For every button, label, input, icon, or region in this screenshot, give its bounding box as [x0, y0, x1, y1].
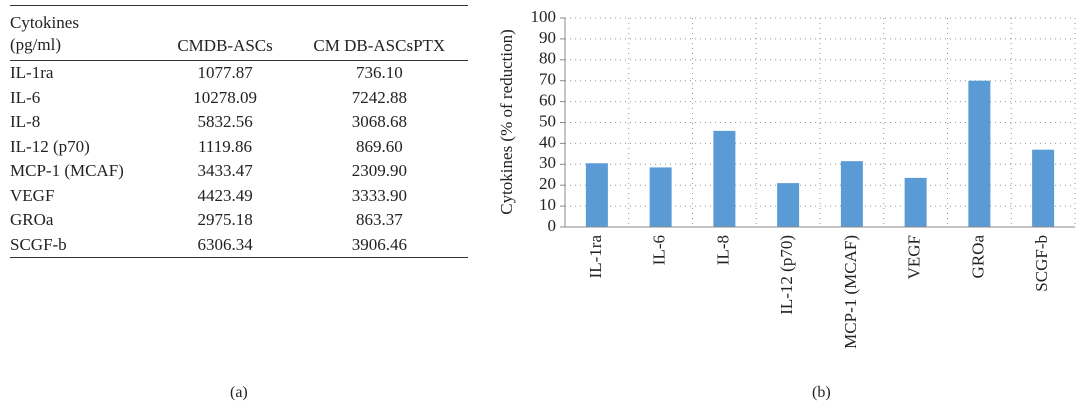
x-tick-label: IL-12 (p70) — [777, 235, 796, 315]
header-row: Cytokines (pg/ml) CMDB-ASCs CM DB-ASCsPTX — [10, 5, 468, 61]
bar — [840, 161, 863, 227]
bar — [904, 177, 927, 227]
table-cell: SCGF-b — [10, 232, 160, 258]
x-tick-label: IL-6 — [650, 235, 669, 265]
y-tick-label: 60 — [539, 91, 556, 110]
table-cell: 4423.49 — [197, 185, 253, 205]
table-cell: 736.10 — [355, 63, 403, 83]
table-cell: 6306.34 — [159, 232, 291, 258]
panel-label: (a) — [230, 384, 248, 401]
table-cell: IL-12 (p70) — [10, 136, 90, 156]
y-tick-label: 40 — [539, 132, 556, 151]
table-cell: 2309.90 — [351, 161, 407, 181]
y-tick-label: 0 — [548, 216, 557, 235]
bar — [713, 130, 736, 227]
y-tick-label: 100 — [531, 7, 557, 26]
table-cell: MCP-1 (MCAF) — [10, 161, 124, 181]
table-cell: 10278.09 — [193, 87, 257, 107]
table-body: IL-1ra 1077.87 736.10 IL-6 10278.09 7242.88 IL… — [10, 61, 468, 258]
table-cell: 2975.18 — [197, 210, 253, 230]
x-tick-label: GROa — [968, 235, 987, 279]
table-cell: 3068.68 — [351, 112, 407, 132]
table-row: IL-1ra 1077.87 736.10 — [10, 61, 468, 86]
table-row: IL-12 (p70) 1119.86 869.60 — [10, 135, 468, 160]
y-tick-label: 50 — [539, 111, 556, 130]
bar — [777, 183, 800, 227]
table-cell: 3333.90 — [351, 185, 407, 205]
table-cell: 3433.47 — [197, 161, 253, 181]
table-cell: 7242.88 — [351, 87, 407, 107]
x-tick-label: VEGF — [905, 235, 924, 279]
cytokine-table: Cytokines (pg/ml) CMDB-ASCs CM DB-ASCsPTX … — [10, 5, 468, 258]
table-cell: 863.37 — [355, 210, 403, 230]
table-row: MCP-1 (MCAF) 3433.47 2309.90 — [10, 159, 468, 184]
y-tick-label: 20 — [539, 174, 556, 193]
x-tick-label: IL-1ra — [586, 235, 605, 279]
table-row: VEGF 4423.49 3333.90 — [10, 184, 468, 209]
chart: Cytokines (% of reduction) 0 10 20 30 40 5060… — [497, 7, 1076, 349]
table-cell: IL-1ra — [10, 63, 54, 83]
y-tick-label: 90 — [539, 28, 556, 47]
table-cell: VEGF — [10, 185, 55, 205]
table-cell: 1077.87 — [197, 63, 253, 83]
x-tick-label: IL-8 — [713, 235, 732, 265]
table-cell: GROa — [10, 210, 54, 230]
panel-label: (b) — [812, 384, 831, 401]
y-axis-label: Cytokines (% of reduction) — [497, 29, 516, 215]
y-tick-label: 70 — [539, 70, 556, 89]
table-cell: IL-6 — [10, 87, 41, 107]
table-row: GROa 2975.18 863.37 — [10, 208, 468, 233]
table-cell: 869.60 — [355, 136, 403, 156]
bar — [585, 163, 608, 227]
y-tick-label: 80 — [539, 49, 556, 68]
bar — [649, 167, 672, 227]
x-tick-label: SCGF-b — [1032, 235, 1051, 292]
table-row: IL-8 5832.56 3068.68 — [10, 110, 468, 135]
bar — [968, 80, 991, 227]
table-row: SCGF-b 6306.34 3906.46 — [10, 232, 468, 258]
y-tick-label: 30 — [539, 153, 556, 172]
x-tick-label: MCP-1 (MCAF) — [841, 235, 860, 349]
table-cell: IL-8 — [10, 112, 41, 132]
header-cell: Cytokines (pg/ml) — [10, 5, 160, 61]
table-cell: 1119.86 — [198, 136, 253, 156]
header-text: Cytokines (pg/ml) — [10, 13, 79, 54]
header-cell: CMDB-ASCs — [159, 5, 291, 61]
y-tick-label: 10 — [539, 195, 556, 214]
table-cell: 3906.46 — [290, 232, 468, 258]
table-cell: 5832.56 — [197, 112, 253, 132]
bar — [1032, 149, 1055, 227]
table-row: IL-6 10278.09 7242.88 — [10, 86, 468, 111]
header-cell: CM DB-ASCsPTX — [290, 5, 468, 61]
